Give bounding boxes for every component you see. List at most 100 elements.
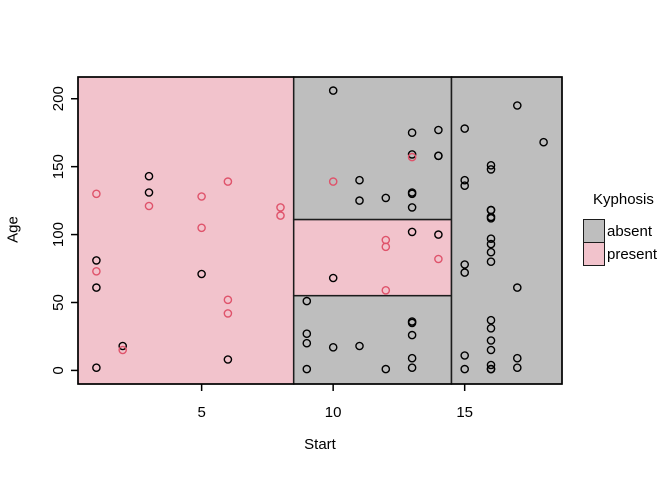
data-point-absent <box>486 247 496 257</box>
data-point-absent <box>407 363 417 373</box>
data-point-present <box>434 254 443 264</box>
data-point-absent <box>407 353 417 363</box>
data-point-absent <box>486 160 496 170</box>
data-point-absent <box>513 363 522 373</box>
partition-region-absent <box>450 76 563 385</box>
data-point-absent <box>486 336 496 345</box>
data-point-absent <box>197 269 206 279</box>
data-point-absent <box>328 86 338 95</box>
x-tick-label: 5 <box>197 404 205 421</box>
data-point-absent <box>355 341 364 351</box>
legend-entry-absent: absent <box>583 219 657 243</box>
y-tick-label: 50 <box>50 294 67 311</box>
data-point-present <box>276 211 285 220</box>
data-point-present <box>197 223 206 233</box>
data-point-absent <box>407 188 417 197</box>
data-point-present <box>223 295 233 305</box>
data-point-absent <box>92 256 101 265</box>
legend-swatch-absent <box>583 219 605 243</box>
data-point-present <box>144 201 154 211</box>
data-point-absent <box>92 283 101 292</box>
data-point-absent <box>118 341 127 351</box>
data-point-absent <box>513 283 522 292</box>
y-tick-label: 0 <box>50 366 67 374</box>
data-point-absent <box>486 234 496 243</box>
data-point-absent <box>486 205 496 215</box>
data-point-absent <box>381 193 391 203</box>
data-point-absent <box>460 124 470 133</box>
data-point-present <box>407 152 417 162</box>
data-point-present <box>276 203 285 212</box>
data-point-present <box>381 242 391 252</box>
y-tick-label: 200 <box>50 86 67 111</box>
data-point-present <box>197 192 206 201</box>
x-tick-label: 10 <box>325 404 342 421</box>
data-point-absent <box>486 345 496 355</box>
data-point-absent <box>486 323 496 333</box>
data-point-absent <box>355 196 364 205</box>
data-point-absent <box>223 355 233 364</box>
data-point-absent <box>302 364 312 374</box>
partition-region-absent <box>292 294 453 385</box>
data-point-absent <box>486 213 496 223</box>
data-point-present <box>223 177 233 186</box>
legend-label-present: present <box>607 245 658 263</box>
data-point-present <box>381 285 391 295</box>
legend-entries: absent present <box>583 219 657 266</box>
x-axis-title: Start <box>304 436 336 453</box>
data-point-absent <box>460 351 470 360</box>
y-tick-label: 100 <box>50 222 67 247</box>
data-point-absent <box>328 273 338 283</box>
data-point-absent <box>407 128 417 137</box>
data-point-absent <box>460 175 470 185</box>
partition-region-absent <box>292 76 453 221</box>
data-point-absent <box>407 317 417 326</box>
data-point-absent <box>513 353 522 363</box>
data-point-absent <box>92 363 101 373</box>
data-point-absent <box>434 151 443 161</box>
partition-region-present <box>77 76 295 385</box>
data-point-absent <box>407 203 417 212</box>
data-point-absent <box>381 364 391 374</box>
partition-region-present <box>292 218 453 297</box>
data-point-absent <box>355 175 364 185</box>
x-tick-label: 15 <box>456 404 473 421</box>
data-point-absent <box>434 125 443 135</box>
legend-swatch-present <box>583 242 605 266</box>
legend: Kyphosis absent present <box>583 191 657 266</box>
data-point-absent <box>486 239 496 249</box>
data-point-absent <box>486 315 496 325</box>
data-point-present <box>118 345 127 355</box>
data-point-absent <box>407 330 417 340</box>
data-point-absent <box>486 360 496 370</box>
data-point-absent <box>407 150 417 159</box>
data-point-absent <box>328 342 338 352</box>
data-point-absent <box>144 188 154 197</box>
data-point-absent <box>539 137 548 147</box>
data-point-absent <box>513 101 522 110</box>
legend-entry-present: present <box>583 242 657 266</box>
data-point-present <box>223 309 233 318</box>
data-point-absent <box>302 338 312 348</box>
data-point-absent <box>302 296 312 306</box>
data-point-absent <box>486 165 496 174</box>
data-point-absent <box>460 268 470 277</box>
data-point-absent <box>486 364 496 374</box>
data-point-absent <box>460 364 470 374</box>
data-point-absent <box>302 329 312 339</box>
legend-label-absent: absent <box>607 222 653 240</box>
data-point-absent <box>460 260 470 269</box>
data-point-absent <box>434 230 443 239</box>
y-tick-label: 150 <box>50 154 67 179</box>
plot-border <box>77 76 563 385</box>
data-point-absent <box>460 181 470 190</box>
data-point-absent <box>486 257 496 267</box>
y-axis-title: Age <box>4 216 22 243</box>
data-point-absent <box>144 171 154 181</box>
data-point-present <box>92 189 101 199</box>
data-point-absent <box>407 227 417 237</box>
data-point-present <box>328 177 338 186</box>
legend-title: Kyphosis <box>593 191 654 208</box>
